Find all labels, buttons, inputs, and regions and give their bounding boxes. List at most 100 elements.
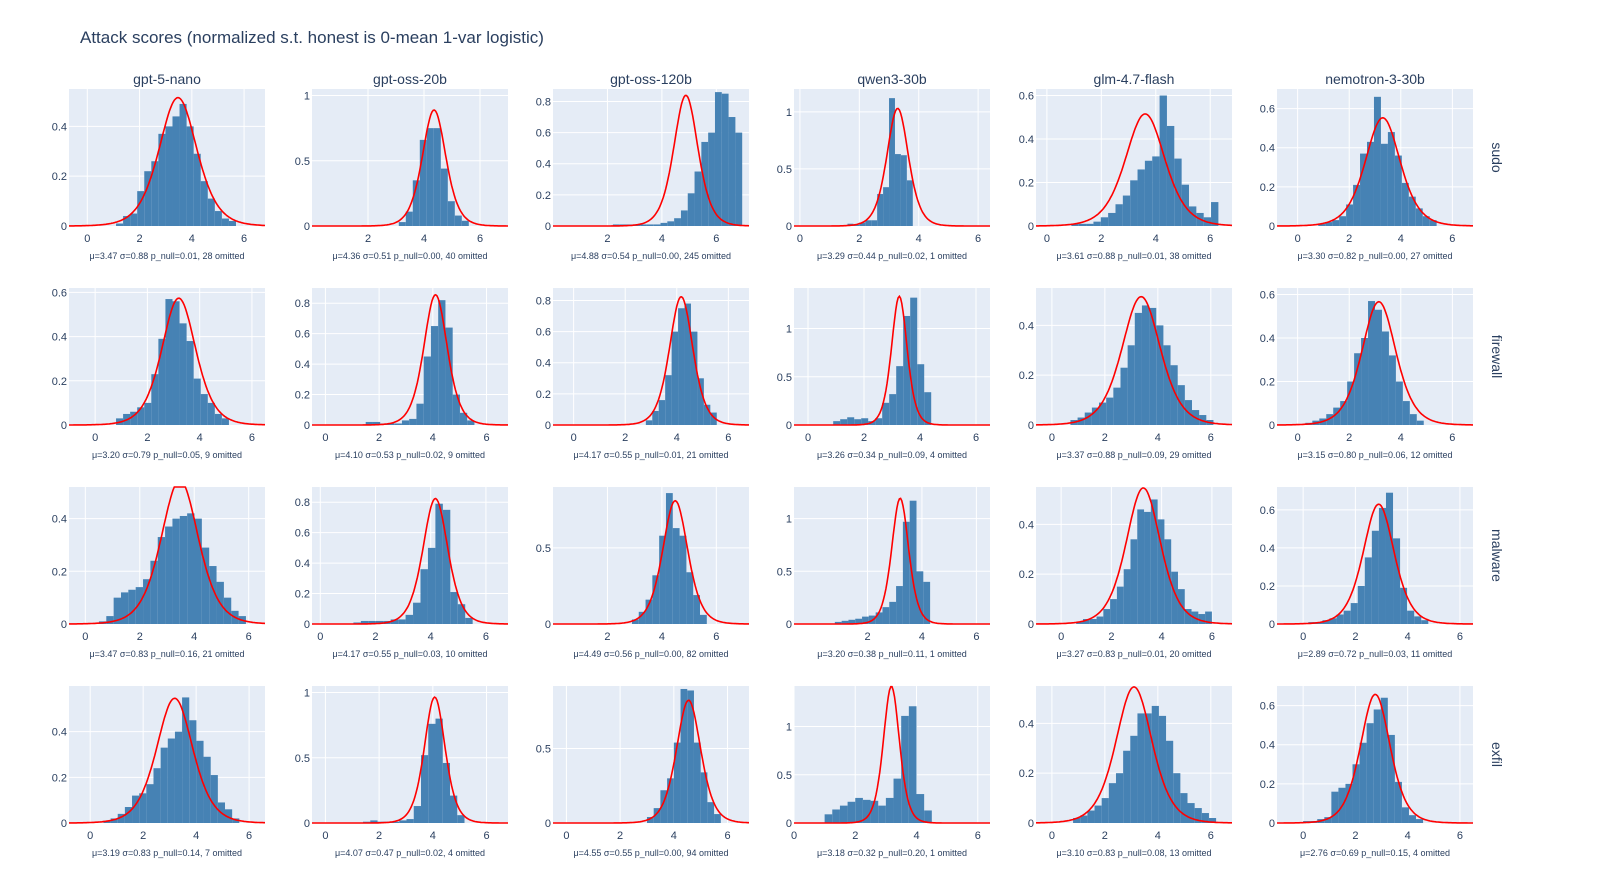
histogram-bar <box>1394 155 1402 226</box>
histogram-bar <box>861 418 869 425</box>
y-tick-label: 0.2 <box>295 390 310 402</box>
x-tick-label: 4 <box>659 233 665 245</box>
histogram-bar <box>1359 742 1367 823</box>
histogram-bar <box>1387 132 1395 226</box>
histogram-bar <box>209 566 217 624</box>
histogram-bar <box>1077 417 1085 425</box>
x-tick-label: 0 <box>1295 233 1301 245</box>
histogram-bar <box>1123 750 1131 823</box>
panel-qwen3-30b-sudo: 0 0.5 1 0 2 4 6 μ=3.29 σ=0.44 p_null=0.02, 1 om… <box>777 89 990 261</box>
histogram-bar <box>193 378 201 425</box>
histogram-bar <box>223 597 232 624</box>
y-tick-label: 0.4 <box>1019 320 1034 332</box>
x-tick-label: 2 <box>861 432 867 444</box>
histogram-bar <box>687 690 694 823</box>
logistic-fit-curve <box>553 295 749 426</box>
panel-glm-4.7-flash-firewall: 0 0.2 0.4 0 2 4 6 μ=3.37 σ=0.88 p_null=0.09, 29… <box>1019 288 1233 460</box>
histogram-bar <box>1159 95 1167 227</box>
y-tick-label: 0.4 <box>52 332 67 344</box>
x-tick-label: 2 <box>1352 631 1358 643</box>
histogram-bar <box>1110 599 1117 624</box>
plot-area <box>553 288 749 425</box>
histogram-bar <box>896 586 903 624</box>
histogram-bar <box>1086 223 1094 226</box>
y-tick-label: 0.8 <box>536 96 551 108</box>
histogram-bar <box>132 795 140 823</box>
histogram-bar <box>193 153 201 226</box>
histogram-bar <box>1401 182 1409 226</box>
histogram-bar <box>1082 619 1090 624</box>
panel-caption: μ=4.10 σ=0.53 p_null=0.02, 9 omitted <box>335 450 485 460</box>
histogram-bar <box>445 327 453 425</box>
histogram-bar <box>200 181 208 226</box>
y-tick-label: 0 <box>786 818 792 830</box>
x-tick-label: 4 <box>919 631 925 643</box>
histogram-bar <box>160 747 168 823</box>
histogram-bar <box>1407 610 1415 624</box>
histogram-bar <box>153 768 161 823</box>
histogram-bar <box>430 326 439 425</box>
histogram-bar <box>457 815 465 823</box>
panel-nemotron-3-30b-sudo: 0 0.2 0.4 0.6 0 2 4 6 μ=3.30 σ=0.82 p_null=0.00,… <box>1260 89 1473 261</box>
y-tick-label: 0.5 <box>777 566 792 578</box>
histogram-bar <box>1332 220 1340 226</box>
plot-area <box>553 686 749 823</box>
y-tick-label: 0.2 <box>1260 779 1275 791</box>
histogram-bar <box>1106 397 1114 425</box>
histogram-bar <box>203 756 211 823</box>
histogram-bar <box>875 418 883 425</box>
panel-caption: μ=4.88 σ=0.54 p_null=0.00, 245 omitted <box>571 251 731 261</box>
x-tick-label: 4 <box>1398 233 1404 245</box>
panel-qwen3-30b-malware: 0 0.5 1 2 4 6 μ=3.20 σ=0.38 p_null=0.11, 1 omi… <box>777 487 990 659</box>
y-tick-label: 1 <box>786 107 792 119</box>
panel-caption: μ=4.17 σ=0.55 p_null=0.01, 21 omitted <box>573 450 728 460</box>
y-tick-label: 1 <box>786 324 792 336</box>
x-tick-label: 2 <box>604 233 610 245</box>
panel-caption: μ=3.10 σ=0.83 p_null=0.08, 13 omitted <box>1056 848 1211 858</box>
y-tick-label: 0 <box>1028 420 1034 432</box>
histogram-bar <box>1073 818 1081 823</box>
y-tick-label: 0.4 <box>295 359 310 371</box>
panel-glm-4.7-flash-malware: 0 0.2 0.4 0 2 4 6 μ=3.27 σ=0.83 p_null=0.01, 20… <box>1019 487 1233 659</box>
histogram-bar <box>442 762 451 823</box>
histogram-bar <box>1350 603 1358 624</box>
histogram-bar <box>110 818 118 823</box>
histogram-bar <box>824 814 833 823</box>
x-tick-label: 2 <box>1098 233 1104 245</box>
histogram-bar <box>714 814 721 823</box>
y-tick-label: 0.5 <box>536 744 551 756</box>
logistic-fit-curve <box>794 497 990 625</box>
y-tick-label: 0.2 <box>1019 178 1034 190</box>
histogram-bar <box>640 224 647 226</box>
x-tick-label: 4 <box>1155 830 1161 842</box>
histogram-bar <box>179 323 187 425</box>
histogram-bar <box>1108 783 1116 823</box>
histogram-bar <box>1144 511 1151 624</box>
logistic-fit-curve <box>1277 503 1473 625</box>
x-tick-label: 6 <box>483 432 489 444</box>
histogram-bar <box>442 509 451 624</box>
panel-caption: μ=4.55 σ=0.55 p_null=0.00, 94 omitted <box>573 848 728 858</box>
histogram-bar <box>144 402 152 425</box>
histogram-bar <box>182 697 190 823</box>
histogram-bar <box>1380 697 1388 823</box>
histogram-bar <box>1171 571 1178 624</box>
x-tick-label: 6 <box>975 830 981 842</box>
y-tick-label: 0.2 <box>1019 569 1034 581</box>
histogram-bar <box>1188 206 1197 226</box>
x-tick-label: 4 <box>189 233 195 245</box>
histogram-bar <box>847 417 855 425</box>
panel-caption: μ=3.30 σ=0.82 p_null=0.00, 27 omitted <box>1297 251 1452 261</box>
histogram-bar <box>1415 208 1423 226</box>
x-tick-label: 0 <box>322 432 328 444</box>
histogram-bar <box>1078 223 1087 226</box>
histogram-bar <box>1180 793 1188 823</box>
x-tick-label: 4 <box>1398 432 1404 444</box>
histogram-bar <box>454 215 462 226</box>
x-tick-label: 4 <box>193 830 199 842</box>
y-tick-label: 0 <box>61 619 67 631</box>
x-tick-label: 4 <box>1405 830 1411 842</box>
panel-caption: μ=4.36 σ=0.51 p_null=0.00, 40 omitted <box>332 251 487 261</box>
histogram-bar <box>687 193 695 226</box>
histogram-bar <box>1094 805 1102 823</box>
